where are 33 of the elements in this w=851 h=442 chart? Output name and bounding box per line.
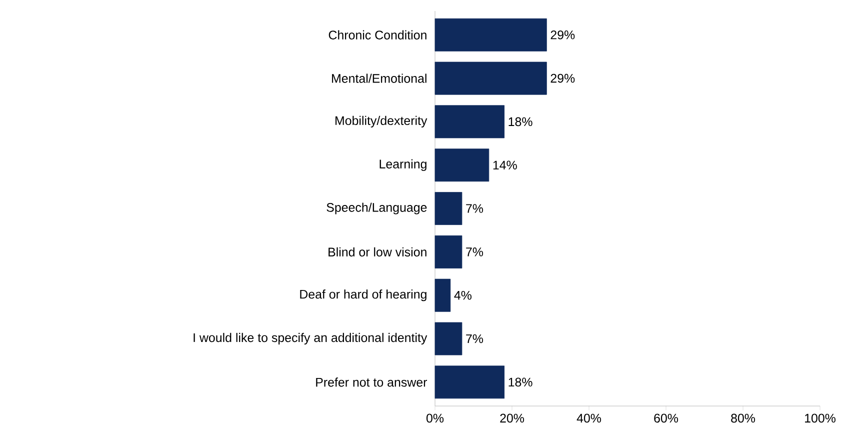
bar xyxy=(434,18,547,52)
bar xyxy=(434,322,462,356)
data-label: 7% xyxy=(466,204,484,213)
x-tick-label: 0% xyxy=(426,414,444,423)
bar xyxy=(434,62,547,95)
data-label: 7% xyxy=(466,248,484,256)
data-label: 29% xyxy=(550,30,575,40)
y-tick-label: Deaf or hard of hearing xyxy=(300,290,426,302)
data-label: 7% xyxy=(466,334,484,344)
bar xyxy=(434,278,451,312)
y-tick-label: I would like to specify an additional identity xyxy=(194,332,428,345)
y-tick-label: Prefer not to answer xyxy=(316,378,428,387)
bar xyxy=(434,105,505,138)
x-tick-label: 100% xyxy=(805,414,836,423)
y-tick-label: Mobility/dexterity xyxy=(336,116,428,128)
data-label: 18% xyxy=(508,378,532,387)
y-tick-label: Blind or low vision xyxy=(328,247,426,256)
y-tick-label: Speech/Language xyxy=(326,202,427,214)
x-tick-label: 20% xyxy=(500,414,524,423)
data-label: 29% xyxy=(550,74,575,83)
data-label: 14% xyxy=(493,160,517,170)
bar xyxy=(434,366,505,399)
x-tick-label: 80% xyxy=(731,414,756,423)
bar xyxy=(434,192,462,225)
data-label: 18% xyxy=(508,117,532,126)
x-tick-label: 60% xyxy=(654,414,678,423)
x-tick-label: 40% xyxy=(576,414,602,423)
bar xyxy=(434,148,490,182)
y-tick-label: Mental/Emotional xyxy=(332,74,426,83)
bar xyxy=(434,235,462,268)
data-label: 4% xyxy=(454,290,472,300)
y-tick-label: Chronic Condition xyxy=(328,30,426,40)
y-tick-label: Learning xyxy=(380,159,426,171)
